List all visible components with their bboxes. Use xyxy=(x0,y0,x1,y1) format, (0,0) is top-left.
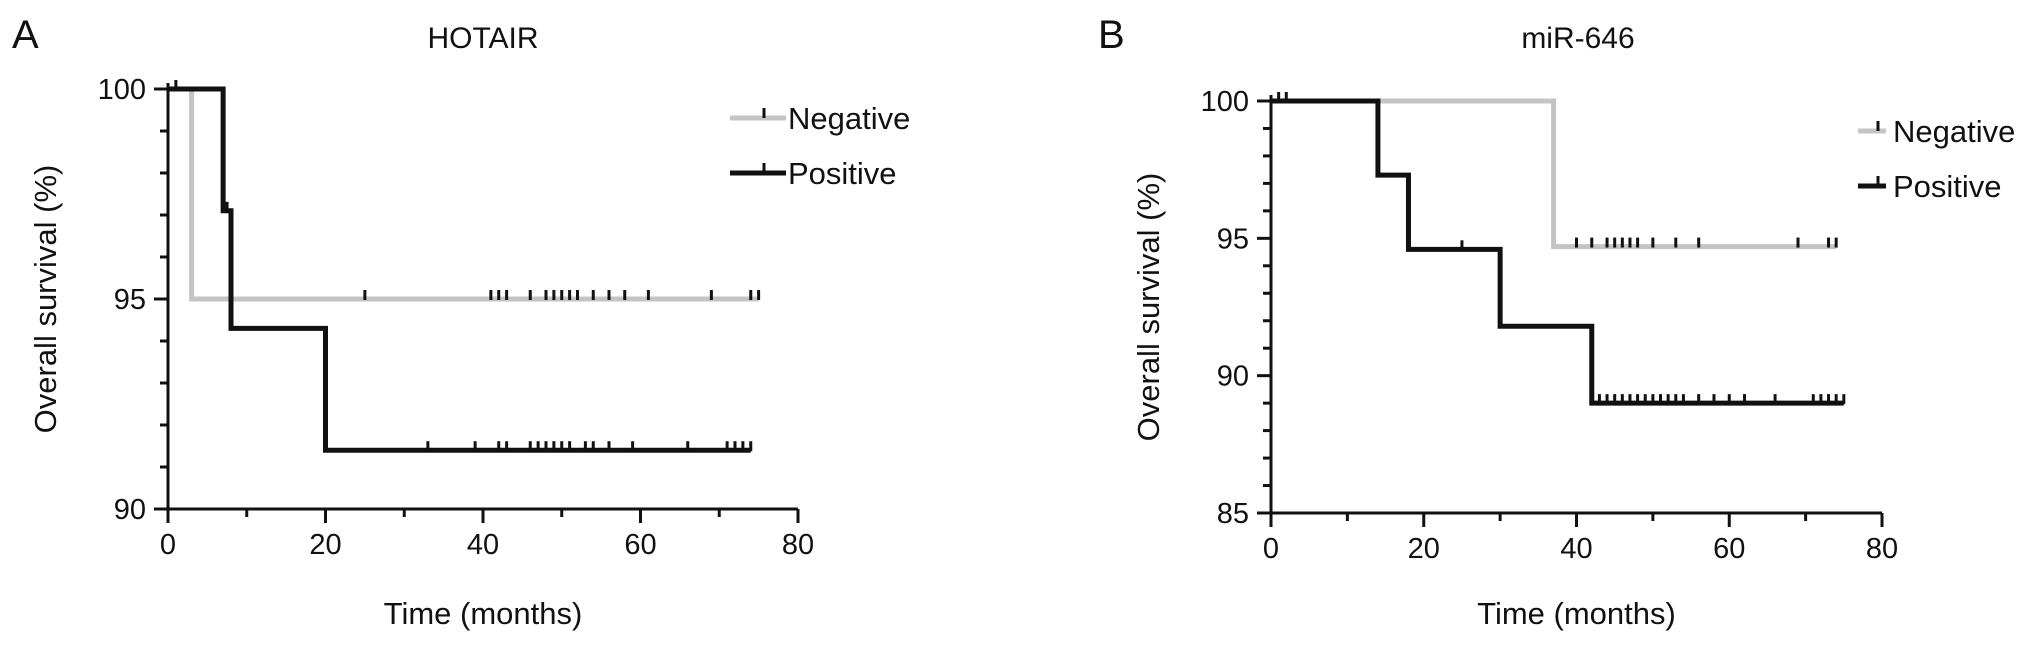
y-tick-label: 85 xyxy=(1217,498,1249,530)
legend-label-positive: Positive xyxy=(788,156,897,191)
chart-panel-a: A HOTAIR 0 20 40 60 80 90 95 100 Time (months) Over… xyxy=(12,13,910,631)
x-axis-label: Time (months) xyxy=(384,596,583,631)
series-negative xyxy=(168,80,761,302)
y-tick-label: 95 xyxy=(1217,223,1249,255)
series-positive xyxy=(1271,98,1846,406)
y-tick-label: 95 xyxy=(114,284,146,316)
chart-title: HOTAIR xyxy=(427,22,538,55)
y-tick-label: 100 xyxy=(98,74,146,106)
series-negative xyxy=(1271,92,1838,250)
panel-letter: B xyxy=(1098,13,1125,57)
x-tick-label: 40 xyxy=(1560,533,1592,565)
x-tick-label: 40 xyxy=(467,529,499,561)
x-tick-label: 0 xyxy=(1263,533,1279,565)
y-tick-label: 100 xyxy=(1201,86,1249,118)
x-tick-label: 20 xyxy=(1408,533,1440,565)
x-axis-label: Time (months) xyxy=(1477,596,1676,631)
panel-letter: A xyxy=(12,13,39,57)
survival-curve-positive xyxy=(168,86,751,453)
survival-curve-negative xyxy=(1271,98,1837,250)
x-tick-label: 0 xyxy=(160,529,176,561)
y-axis-label: Overall survival (%) xyxy=(1131,173,1166,442)
x-tick-label: 80 xyxy=(782,529,814,561)
legend-label-negative: Negative xyxy=(788,101,910,136)
y-axis-label: Overall survival (%) xyxy=(28,165,63,434)
survival-curve-positive xyxy=(1271,98,1844,406)
x-tick-label: 60 xyxy=(624,529,656,561)
y-tick-label: 90 xyxy=(114,494,146,526)
legend-label-negative: Negative xyxy=(1893,114,2015,149)
series-positive xyxy=(168,86,753,453)
chart-title: miR-646 xyxy=(1521,22,1634,55)
x-tick-label: 20 xyxy=(309,529,341,561)
survival-curve-negative xyxy=(168,86,759,302)
x-tick-label: 80 xyxy=(1866,533,1898,565)
y-tick-label: 90 xyxy=(1217,361,1249,393)
legend-label-positive: Positive xyxy=(1893,169,2002,204)
x-tick-label: 60 xyxy=(1713,533,1745,565)
